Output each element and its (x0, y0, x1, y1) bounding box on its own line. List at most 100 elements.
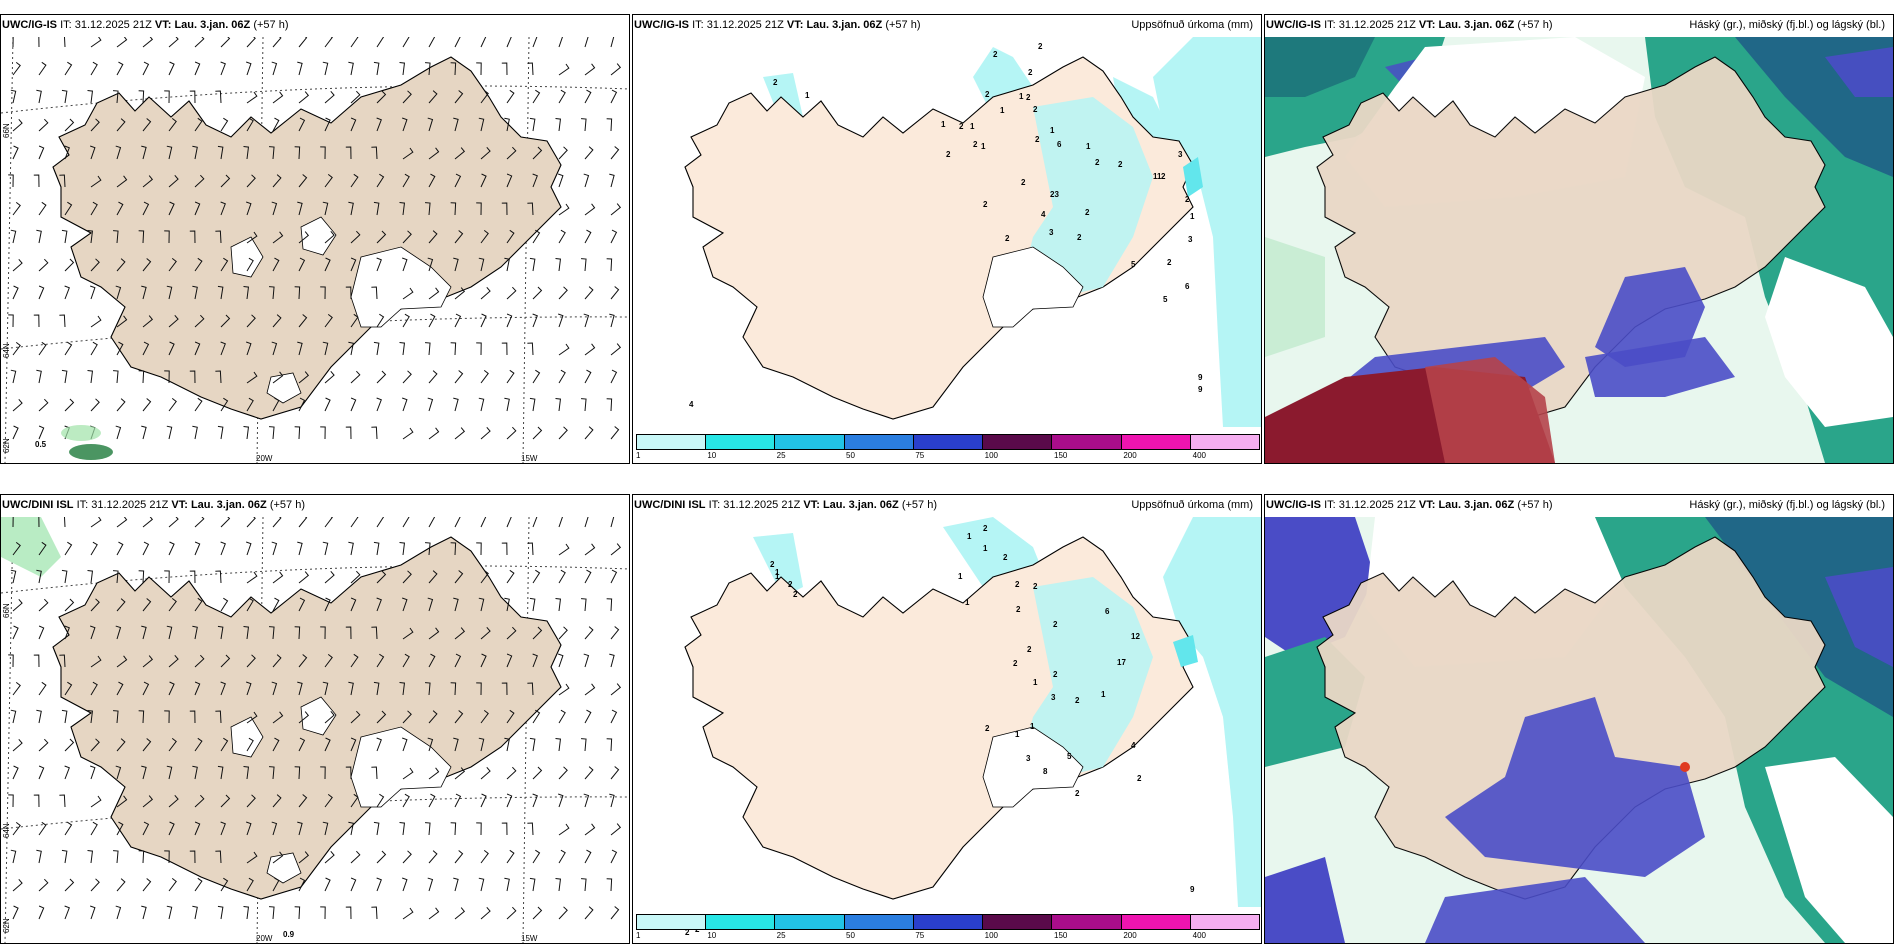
precip-value: 1 (805, 91, 810, 100)
init-time: 31.12.2025 21Z (1338, 19, 1416, 31)
wind-barb (350, 370, 361, 384)
precip-value: 2 (1085, 208, 1090, 217)
precip-value: 2 (1016, 605, 1021, 614)
wind-barb (478, 257, 485, 272)
wind-barb (194, 61, 201, 76)
precip-value: 2 (788, 580, 793, 589)
precip-value: 9 (1198, 385, 1203, 394)
wind-barb (584, 569, 592, 584)
precip-value: 1 (1019, 92, 1024, 101)
wind-barb (272, 851, 284, 864)
wind-barb (376, 877, 382, 892)
wind-barb (376, 737, 382, 752)
wind-barb (532, 653, 538, 668)
precip-value: 2 (1026, 93, 1031, 102)
precip-value: 9 (1190, 885, 1195, 894)
wind-barb (583, 313, 590, 328)
wind-barb (555, 597, 562, 612)
wind-barb (243, 425, 250, 440)
wind-barb (166, 285, 173, 300)
wind-barb (376, 597, 382, 612)
wind-barb (478, 737, 485, 752)
precip-value: 2 (973, 140, 978, 149)
wind-barb (350, 117, 357, 132)
wind-barb (142, 118, 152, 132)
wind-barb (350, 90, 361, 104)
wind-barb (246, 851, 258, 864)
precip-value: 5 (1131, 260, 1136, 269)
wind-barb (246, 117, 254, 132)
wind-barb (532, 569, 541, 584)
wind-barb (90, 145, 96, 160)
wind-barb (168, 341, 175, 356)
cloud-clear (1765, 257, 1893, 427)
scale-label: 10 (707, 931, 717, 940)
wind-barb (215, 570, 222, 584)
wind-barb (454, 173, 462, 188)
wind-barb (476, 202, 482, 216)
wind-barb (373, 681, 380, 696)
wind-barb (192, 285, 198, 300)
wind-barb (166, 425, 173, 440)
wind-barb (194, 201, 201, 216)
wind-barb (168, 821, 175, 836)
wind-barb (478, 397, 485, 412)
wind-barb (168, 795, 179, 808)
cloud-high (1825, 567, 1893, 667)
wind-barb (116, 201, 124, 216)
precip-value: 1 (775, 568, 780, 577)
wind-barb (116, 37, 128, 48)
wind-barb (506, 626, 517, 640)
wind-barb (87, 849, 94, 864)
wind-barb (298, 597, 306, 612)
cloud-title: Háský (gr.), miðský (fj.bl.) og lágský (… (1689, 19, 1885, 31)
wind-barb (373, 541, 380, 556)
wind-barb (271, 341, 278, 356)
wind-barb (529, 737, 536, 752)
precip-value: 1 (965, 598, 970, 607)
wind-barb (271, 61, 278, 76)
wind-barb (402, 517, 410, 528)
wind-barb (194, 737, 203, 752)
wind-barb (246, 174, 256, 188)
wind-barb (64, 598, 75, 612)
wind-barb (532, 37, 538, 48)
wind-barb (480, 907, 491, 920)
wind-barb (610, 146, 620, 160)
precip-value: 1 (1086, 142, 1091, 151)
wind-barb (558, 426, 568, 440)
wind-barb (59, 794, 66, 808)
wind-barb (610, 626, 620, 640)
wind-barb (610, 426, 620, 440)
wind-barb (61, 569, 68, 584)
wind-barb (454, 370, 464, 384)
wind-barb (166, 145, 173, 160)
wind-barb (142, 398, 152, 412)
wind-barb (8, 654, 14, 668)
precip-value: 1 (1033, 678, 1038, 687)
wind-barb (90, 517, 102, 528)
wind-barb (454, 793, 462, 808)
wind-barb (215, 230, 222, 244)
wind-barb (64, 765, 70, 780)
wind-barb (246, 201, 252, 216)
precip-value: 1 (1000, 106, 1005, 115)
wind-barb (243, 905, 250, 920)
wind-barb (506, 369, 515, 384)
glacier (300, 696, 337, 736)
glacier (982, 246, 1084, 328)
wind-barb (87, 369, 94, 384)
wind-barb (194, 681, 201, 696)
wind-barb (454, 710, 464, 724)
wind-barb (189, 850, 196, 864)
wind-barb (116, 61, 124, 76)
wind-barb (476, 342, 482, 356)
wind-barb (138, 850, 145, 864)
wind-barb (606, 258, 613, 272)
wind-barb (506, 653, 513, 668)
lead-time: (+57 h) (269, 499, 305, 511)
precip-value: 3 (1178, 150, 1183, 159)
wind-barb (116, 341, 124, 356)
wind-barb (322, 681, 329, 696)
wind-barb (12, 765, 19, 780)
